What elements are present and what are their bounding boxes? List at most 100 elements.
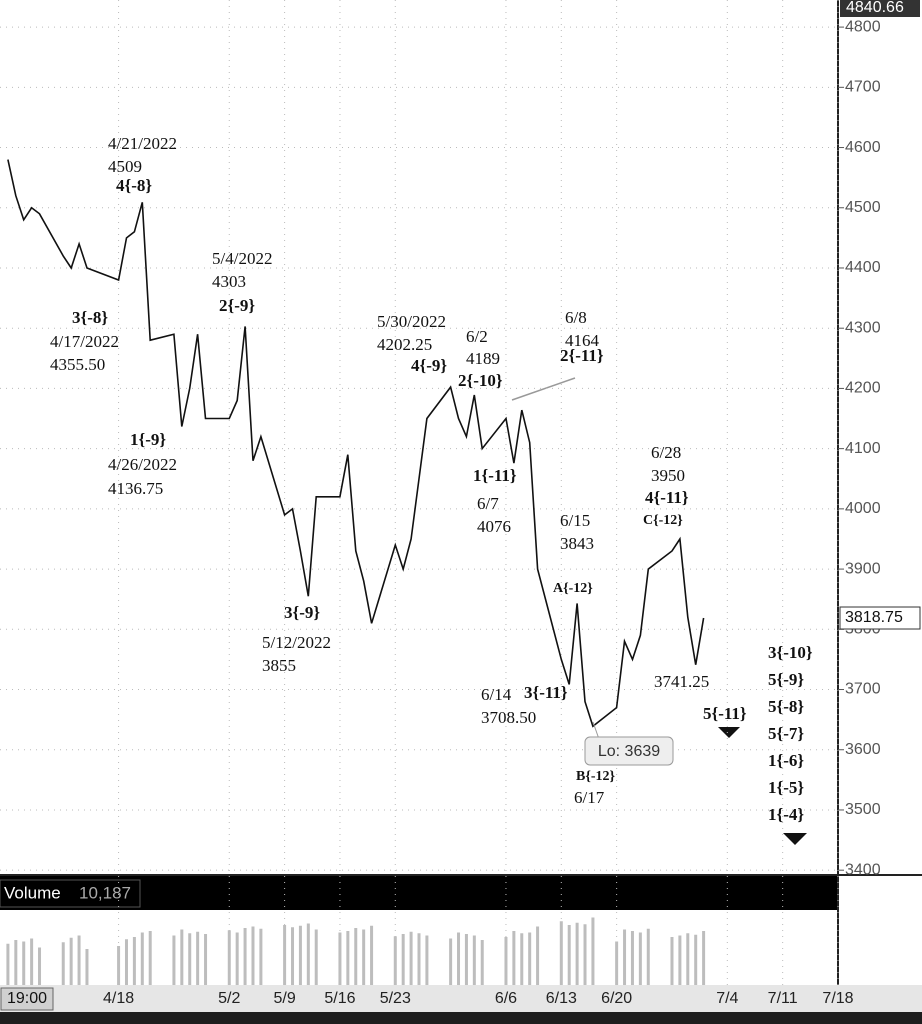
volume-bar (536, 926, 540, 985)
annotation: 4202.25 (377, 335, 432, 354)
volume-bar (362, 929, 366, 985)
annotation: 1{-9} (130, 430, 166, 449)
annotation: 4509 (108, 157, 142, 176)
y-tick-label: 4300 (845, 319, 881, 336)
toolbar (0, 1012, 922, 1024)
wave-target: 3{-10} (768, 643, 813, 662)
time-label: 19:00 (7, 990, 47, 1007)
volume-bar (480, 940, 484, 985)
volume-bar (235, 932, 239, 985)
volume-bar (259, 928, 263, 985)
time-box (0, 987, 54, 1011)
volume-bar (702, 931, 706, 985)
x-tick-label: 7/18 (822, 990, 853, 1007)
volume-bar (140, 932, 144, 985)
x-tick-label: 7/4 (716, 990, 738, 1007)
x-tick-label: 5/9 (273, 990, 295, 1007)
annotation: 5/12/2022 (262, 633, 331, 652)
annotation: 6/8 (565, 308, 587, 327)
y-tick-label: 3900 (845, 560, 881, 577)
volume-bar (22, 941, 26, 985)
wave-target: 1{-4} (768, 805, 804, 824)
wave-target: 5{-7} (768, 724, 804, 743)
volume-bar (393, 936, 397, 985)
last-price-box (839, 606, 921, 630)
annotation: 4/17/2022 (50, 332, 119, 351)
annotation: 6/7 (477, 494, 499, 513)
volume-bar (472, 935, 476, 985)
target-arrow (718, 727, 740, 738)
annotation: 5{-11} (703, 704, 747, 723)
volume-bar (77, 935, 81, 985)
volume-bar (14, 940, 18, 985)
volume-value: 10,187 (79, 883, 131, 902)
y-tick-label: 4000 (845, 500, 881, 517)
annotation: 6/15 (560, 511, 590, 530)
volume-bar (694, 934, 698, 985)
volume-label-box (0, 879, 141, 908)
y-tick-label: 4700 (845, 79, 881, 96)
low-label: Lo: 3639 (598, 743, 660, 760)
annotation: 6/14 (481, 685, 512, 704)
x-tick-label: 4/18 (103, 990, 134, 1007)
y-tick-label: 4500 (845, 199, 881, 216)
top-price-label: 4840.66 (846, 0, 904, 16)
annotation: 4355.50 (50, 355, 105, 374)
volume-bar (630, 931, 634, 985)
volume-bar (504, 937, 508, 985)
volume-bar (298, 925, 302, 985)
annotation: 4/21/2022 (108, 134, 177, 153)
volume-bar (670, 937, 674, 985)
annotation: 3855 (262, 656, 296, 675)
annotation: 2{-9} (219, 296, 255, 315)
annotation: B{-12} (576, 769, 616, 784)
volume-bar (283, 925, 287, 985)
annotation: A{-12} (553, 581, 593, 596)
y-tick-label: 4200 (845, 380, 881, 397)
volume-bar (583, 924, 587, 985)
volume-bar (591, 917, 595, 985)
volume-bar (85, 949, 89, 985)
volume-bar (354, 928, 358, 985)
volume-bar (196, 931, 200, 985)
volume-bar (243, 928, 247, 985)
volume-bar (291, 927, 295, 985)
annotation: 3708.50 (481, 708, 536, 727)
annotation: 2{-11} (560, 346, 604, 365)
annotation: 4076 (477, 517, 511, 536)
volume-bar (188, 933, 192, 985)
annotation: 6/28 (651, 443, 681, 462)
y-tick-label: 4800 (845, 18, 881, 35)
annotation: 3{-8} (72, 308, 108, 327)
volume-bar (30, 938, 34, 985)
annotation: 4{-11} (645, 488, 689, 507)
volume-bar (148, 931, 152, 985)
volume-bar (180, 929, 184, 985)
y-tick-label: 4600 (845, 139, 881, 156)
x-tick-label: 6/6 (495, 990, 517, 1007)
volume-bar (567, 925, 571, 985)
volume-bar (401, 934, 405, 985)
volume-bar (124, 939, 128, 985)
date-axis (0, 985, 922, 1012)
volume-bar (449, 938, 453, 985)
volume-bar (615, 941, 619, 985)
volume-bar (409, 931, 413, 985)
y-tick-label: 3500 (845, 801, 881, 818)
x-tick-label: 5/16 (324, 990, 355, 1007)
volume-bar (61, 942, 65, 985)
volume-header-bar (140, 880, 836, 907)
top-price-box (840, 0, 920, 17)
x-tick-label: 6/20 (601, 990, 632, 1007)
annotation: 3843 (560, 534, 594, 553)
volume-bar (464, 934, 468, 985)
y-tick-label: 3600 (845, 741, 881, 758)
volume-bar (623, 929, 627, 985)
volume-bar (370, 925, 374, 985)
volume-bar (314, 929, 318, 985)
volume-bar (528, 932, 532, 985)
wave-target: 1{-5} (768, 778, 804, 797)
volume-bar (338, 932, 342, 985)
volume-bar (6, 943, 10, 985)
